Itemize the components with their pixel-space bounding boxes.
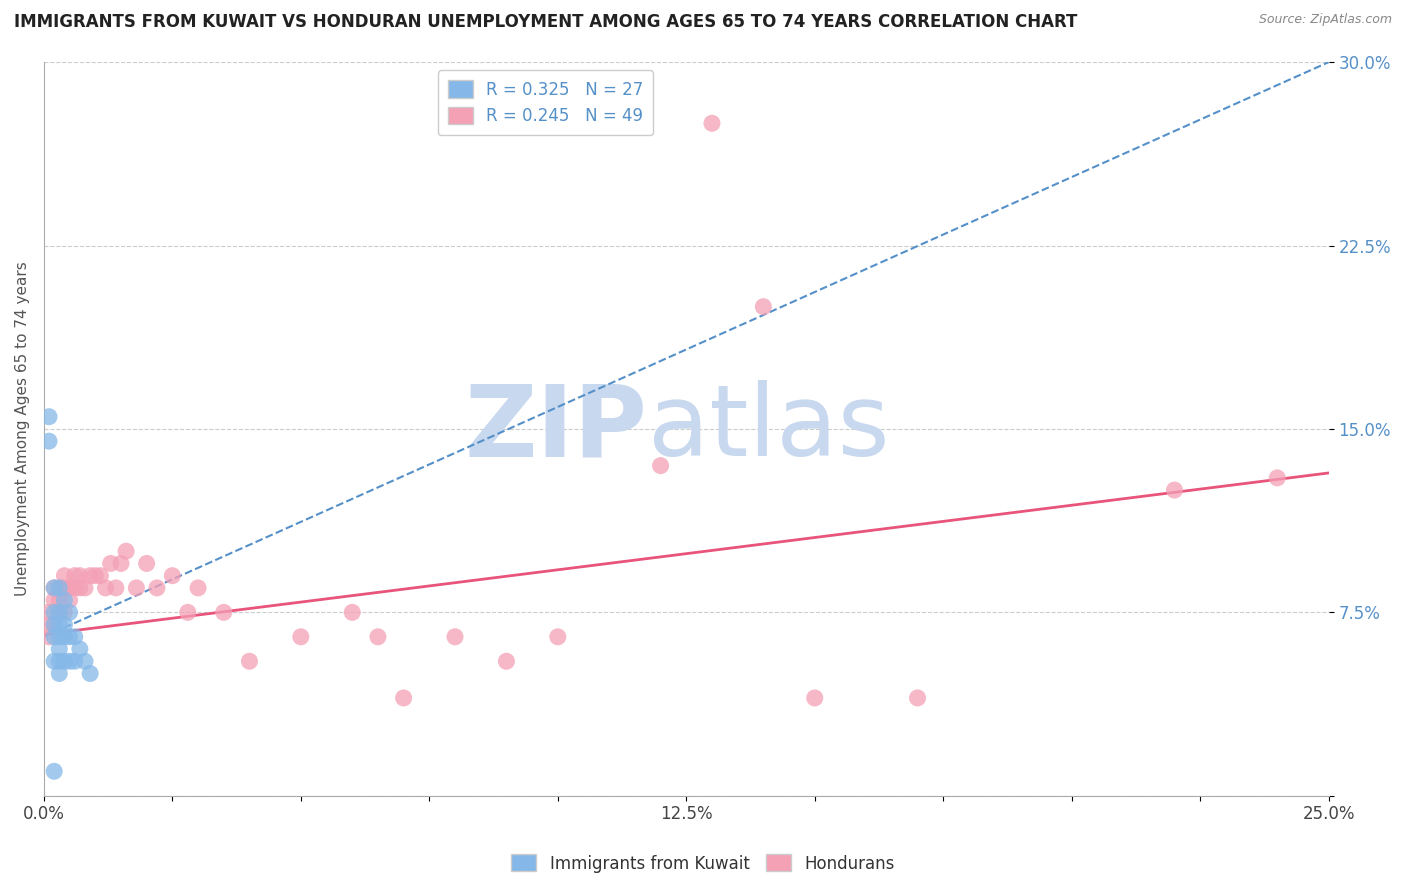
Point: [63, 630, 86, 644]
Point: [53, 654, 76, 668]
Point: [38, 434, 60, 449]
Point: [495, 654, 517, 668]
Point: [44, 593, 66, 607]
Point: [44, 764, 66, 779]
Point: [44, 654, 66, 668]
Point: [115, 544, 138, 558]
Point: [44, 581, 66, 595]
Point: [342, 605, 364, 619]
Y-axis label: Unemployment Among Ages 65 to 74 years: Unemployment Among Ages 65 to 74 years: [15, 261, 30, 597]
Point: [290, 630, 312, 644]
Point: [752, 300, 775, 314]
Point: [367, 630, 389, 644]
Point: [48, 581, 70, 595]
Point: [38, 617, 60, 632]
Point: [700, 116, 723, 130]
Point: [53, 581, 76, 595]
Text: IMMIGRANTS FROM KUWAIT VS HONDURAN UNEMPLOYMENT AMONG AGES 65 TO 74 YEARS CORREL: IMMIGRANTS FROM KUWAIT VS HONDURAN UNEMP…: [14, 13, 1077, 31]
Point: [547, 630, 569, 644]
Point: [212, 605, 235, 619]
Point: [48, 642, 70, 657]
Point: [53, 593, 76, 607]
Point: [1265, 471, 1288, 485]
Point: [73, 581, 96, 595]
Legend: R = 0.325   N = 27, R = 0.245   N = 49: R = 0.325 N = 27, R = 0.245 N = 49: [437, 70, 654, 136]
Point: [58, 630, 80, 644]
Point: [38, 605, 60, 619]
Point: [1163, 483, 1185, 497]
Point: [135, 557, 157, 571]
Point: [238, 654, 260, 668]
Point: [444, 630, 467, 644]
Point: [53, 630, 76, 644]
Point: [63, 581, 86, 595]
Point: [53, 617, 76, 632]
Point: [48, 605, 70, 619]
Point: [650, 458, 672, 473]
Point: [803, 690, 825, 705]
Point: [392, 690, 415, 705]
Point: [69, 581, 91, 595]
Point: [100, 557, 122, 571]
Point: [58, 581, 80, 595]
Text: Source: ZipAtlas.com: Source: ZipAtlas.com: [1258, 13, 1392, 27]
Point: [48, 605, 70, 619]
Point: [89, 568, 111, 582]
Point: [73, 654, 96, 668]
Point: [146, 581, 169, 595]
Point: [38, 409, 60, 424]
Point: [48, 666, 70, 681]
Point: [79, 666, 101, 681]
Point: [58, 654, 80, 668]
Point: [44, 617, 66, 632]
Point: [79, 568, 101, 582]
Legend: Immigrants from Kuwait, Hondurans: Immigrants from Kuwait, Hondurans: [505, 847, 901, 880]
Point: [58, 605, 80, 619]
Point: [63, 568, 86, 582]
Point: [104, 581, 127, 595]
Text: ZIP: ZIP: [465, 381, 648, 477]
Point: [44, 630, 66, 644]
Point: [69, 642, 91, 657]
Point: [53, 605, 76, 619]
Point: [44, 581, 66, 595]
Point: [187, 581, 209, 595]
Point: [58, 593, 80, 607]
Point: [53, 568, 76, 582]
Point: [44, 605, 66, 619]
Point: [48, 593, 70, 607]
Point: [38, 630, 60, 644]
Point: [907, 690, 929, 705]
Point: [69, 568, 91, 582]
Point: [125, 581, 148, 595]
Point: [48, 617, 70, 632]
Point: [63, 654, 86, 668]
Point: [48, 630, 70, 644]
Point: [94, 581, 117, 595]
Point: [48, 581, 70, 595]
Point: [177, 605, 200, 619]
Text: atlas: atlas: [648, 381, 890, 477]
Point: [162, 568, 184, 582]
Point: [110, 557, 132, 571]
Point: [44, 617, 66, 632]
Point: [48, 654, 70, 668]
Point: [84, 568, 107, 582]
